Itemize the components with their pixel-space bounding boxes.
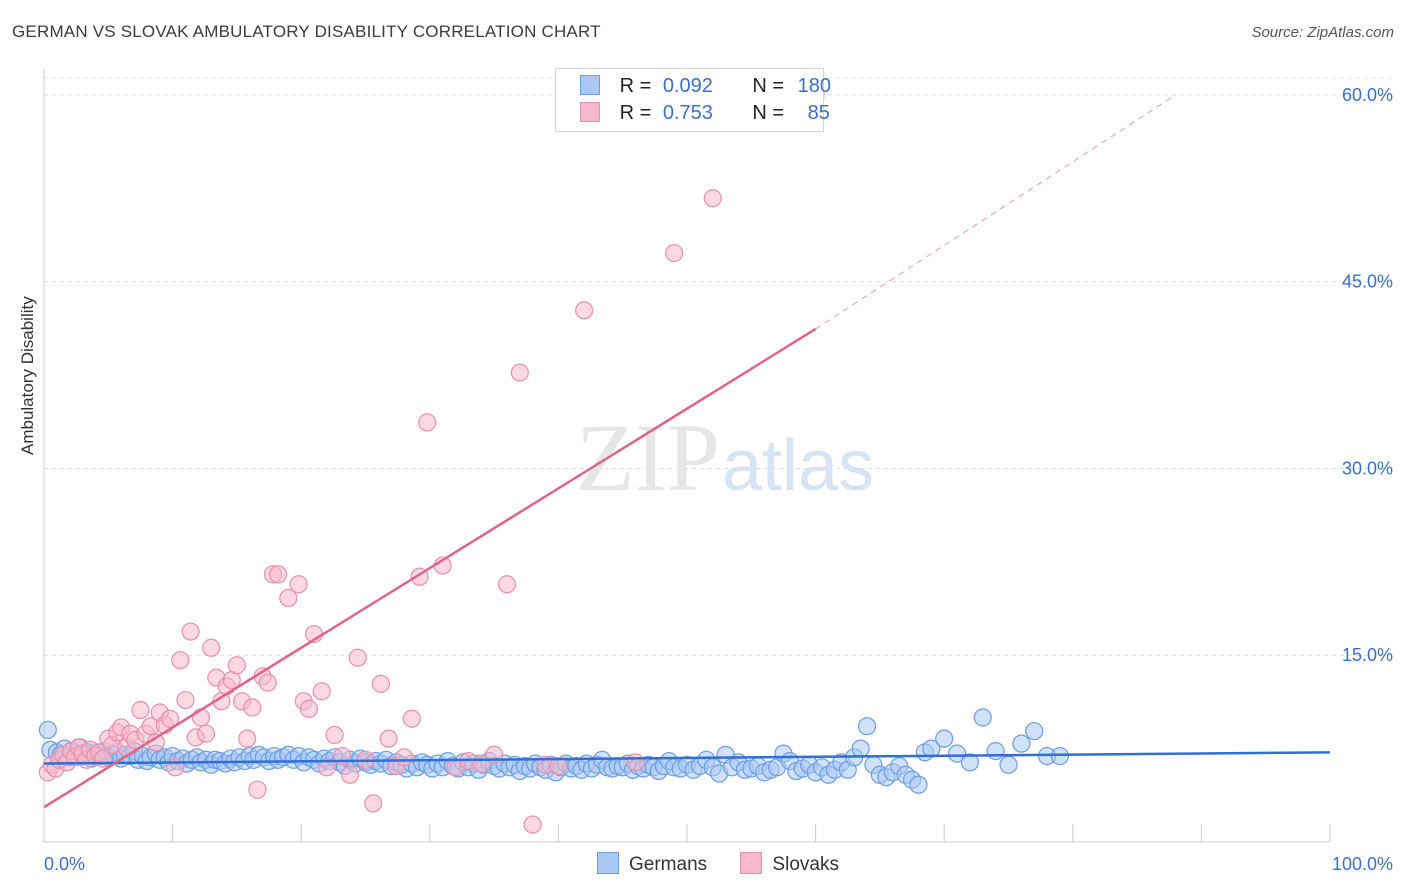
slovak-point (181, 622, 200, 641)
legend-r-label: R = (619, 75, 652, 97)
trend-lines (43, 94, 1331, 809)
german-point (999, 755, 1018, 774)
correlation-legend: R = 0.092 N = 180 R = 0.753 N = 85 (555, 68, 831, 132)
slovak-point (510, 363, 529, 382)
slovak-point (268, 565, 288, 584)
german-point (960, 753, 980, 772)
legend-swatch-slovaks (580, 102, 600, 122)
slovak-point (191, 708, 210, 727)
slovak-point (227, 656, 246, 675)
x-tick-label-max: 100.0% (1332, 854, 1393, 874)
slovak-point (299, 699, 319, 718)
slovaks-trend-line (43, 327, 817, 809)
series-name-slovaks: Slovaks (772, 854, 839, 875)
slovak-point (665, 243, 684, 263)
german-point (973, 708, 992, 727)
slovak-point (202, 638, 221, 657)
german-point (857, 717, 877, 736)
chart-title: GERMAN VS SLOVAK AMBULATORY DISABILITY C… (12, 22, 601, 41)
slovak-point (402, 709, 421, 728)
series-legend: Germans Slovaks (597, 852, 867, 876)
legend-n-value-slovaks: 85 (807, 102, 830, 124)
legend-row-germans: R = 0.092 N = 180 (580, 75, 831, 101)
slovak-point (317, 758, 337, 777)
series-swatch-slovaks (740, 852, 763, 874)
slovak-point (364, 794, 383, 813)
axes (43, 68, 1331, 843)
german-point (935, 729, 954, 748)
slovak-point (371, 674, 391, 693)
slovak-point (131, 700, 150, 720)
slovak-point (289, 575, 308, 594)
slovak-point (340, 765, 360, 784)
legend-swatch-germans (580, 75, 600, 95)
y-axis-label: Ambulatory Disability (18, 296, 37, 455)
slovak-point (325, 725, 344, 745)
slovak-point (497, 575, 517, 594)
series-legend-slovaks[interactable]: Slovaks (740, 852, 839, 876)
german-point (851, 739, 870, 758)
slovak-point (394, 748, 414, 767)
slovak-point (243, 698, 262, 717)
legend-n-label: N = (752, 75, 785, 97)
y-tick-label: 45.0% (1342, 272, 1393, 292)
legend-n-label: N = (752, 102, 785, 124)
watermark-atlas: atlas (722, 426, 874, 506)
slovak-point (418, 413, 437, 432)
series-name-germans: Germans (629, 854, 708, 875)
german-point (947, 744, 967, 763)
german-point (1050, 746, 1070, 766)
tick-labels: 15.0% 30.0% 45.0% 60.0% 0.0% 100.0% (44, 85, 1393, 874)
german-point (38, 720, 57, 740)
slovak-point (176, 690, 195, 710)
y-tick-label: 15.0% (1342, 645, 1393, 665)
slovaks-trend-extension (815, 94, 1177, 330)
watermark-zip: ZIP (576, 404, 720, 511)
slovak-point (575, 301, 594, 320)
legend-n-value-germans: 180 (797, 75, 831, 97)
slovak-point (279, 588, 298, 608)
german-point (1012, 734, 1031, 753)
slovak-point (196, 724, 216, 743)
x-tick-label-min: 0.0% (44, 854, 85, 874)
legend-r-value-germans: 0.092 (662, 75, 713, 97)
german-point (1025, 722, 1044, 741)
slovak-point (160, 709, 180, 728)
legend-r-value-slovaks: 0.753 (662, 102, 713, 124)
slovak-point (348, 648, 367, 667)
slovak-point (248, 780, 267, 799)
slovak-point (379, 729, 398, 748)
series-legend-germans[interactable]: Germans (597, 852, 707, 876)
slovak-point (258, 673, 277, 692)
grid-lines (44, 77, 1392, 656)
slovak-point (703, 189, 722, 208)
slovak-point (626, 753, 645, 772)
slovak-point (549, 756, 568, 776)
slovak-point (238, 729, 257, 748)
german-point (986, 742, 1005, 761)
series-swatch-germans (597, 852, 619, 874)
legend-row-slovaks: R = 0.753 N = 85 (580, 102, 830, 128)
legend-r-label: R = (619, 102, 652, 124)
slovak-point (523, 815, 542, 834)
slovak-point (312, 682, 331, 701)
german-point (909, 775, 928, 794)
german-point (922, 739, 941, 758)
germans-trend-line (43, 751, 1331, 765)
y-tick-label: 60.0% (1342, 85, 1393, 105)
source-label: Source: ZipAtlas.com (1251, 24, 1394, 41)
slovak-point (171, 651, 190, 670)
y-tick-label: 30.0% (1342, 458, 1393, 478)
